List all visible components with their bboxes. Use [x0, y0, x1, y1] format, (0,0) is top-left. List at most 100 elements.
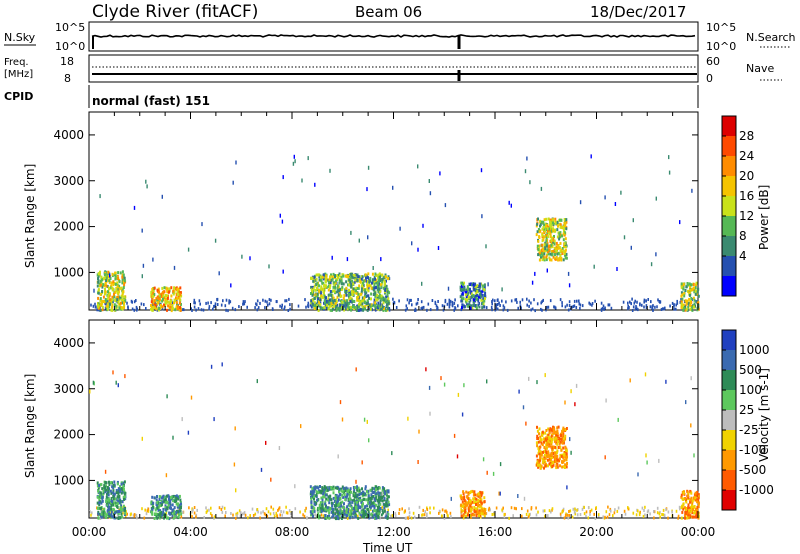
data-cell: [687, 492, 690, 496]
data-cell: [259, 301, 261, 305]
data-cell: [278, 506, 281, 510]
data-cell: [367, 235, 369, 240]
data-cell: [329, 308, 332, 312]
data-cell: [322, 281, 325, 285]
data-cell: [337, 276, 339, 280]
data-cell: [311, 293, 314, 297]
data-cell: [473, 505, 476, 509]
data-cell: [327, 307, 330, 311]
data-cell: [345, 286, 348, 290]
data-cell: [152, 257, 154, 262]
data-cell: [254, 306, 256, 310]
data-cell: [304, 298, 306, 302]
data-cell: [152, 506, 154, 509]
data-cell: [354, 493, 357, 497]
data-cell: [199, 302, 201, 306]
data-cell: [319, 275, 322, 279]
data-cell: [111, 295, 114, 299]
data-cell: [122, 273, 125, 277]
data-cell: [548, 229, 551, 233]
data-cell: [351, 279, 354, 283]
data-cell: [443, 516, 446, 520]
data-cell: [281, 219, 284, 224]
data-cell: [106, 285, 109, 288]
data-cell: [541, 233, 544, 237]
data-cell: [565, 218, 568, 222]
data-cell: [545, 441, 548, 445]
data-cell: [111, 303, 114, 307]
data-cell: [538, 432, 540, 436]
data-cell: [145, 179, 147, 184]
data-cell: [143, 303, 145, 307]
data-cell: [565, 427, 568, 430]
data-cell: [496, 307, 499, 311]
data-cell: [326, 303, 329, 307]
data-cell: [135, 305, 138, 309]
data-cell: [558, 457, 561, 461]
data-cell: [684, 289, 687, 292]
data-cell: [502, 506, 504, 510]
data-cell: [225, 511, 227, 514]
data-cell: [635, 305, 637, 308]
data-cell: [549, 218, 552, 222]
data-cell: [651, 305, 654, 309]
data-cell: [564, 400, 566, 405]
data-cell: [157, 301, 160, 305]
data-cell: [99, 283, 102, 287]
data-cell: [271, 307, 274, 311]
data-cell: [311, 303, 314, 307]
colorbar-tick-label: 4: [739, 249, 747, 263]
data-cell: [549, 227, 552, 231]
data-cell: [111, 286, 114, 290]
data-cell: [478, 511, 481, 515]
data-cell: [224, 304, 227, 308]
data-cell: [109, 500, 112, 504]
data-cell: [623, 235, 626, 240]
data-cell: [318, 301, 321, 305]
data-cell: [113, 295, 116, 299]
data-cell: [319, 501, 322, 505]
data-cell: [122, 481, 125, 485]
data-cell: [482, 284, 485, 288]
data-cell: [540, 438, 543, 442]
data-cell: [322, 495, 325, 499]
data-cell: [361, 504, 364, 508]
data-cell: [479, 496, 482, 500]
data-cell: [480, 506, 483, 510]
data-cell: [108, 507, 110, 511]
data-cell: [545, 239, 548, 243]
data-cell: [515, 298, 518, 302]
data-cell: [320, 491, 323, 495]
data-cell: [395, 306, 398, 309]
data-cell: [683, 292, 686, 296]
data-cell: [363, 515, 366, 519]
data-cell: [108, 305, 111, 309]
data-cell: [173, 286, 176, 290]
data-cell: [590, 508, 593, 512]
data-cell: [470, 509, 473, 513]
data-cell: [361, 302, 364, 306]
data-cell: [174, 299, 177, 303]
data-cell: [523, 496, 526, 501]
colorbar-swatch: [722, 470, 736, 491]
data-cell: [322, 508, 325, 512]
data-cell: [152, 301, 155, 305]
data-cell: [454, 307, 457, 310]
data-cell: [564, 455, 567, 459]
data-cell: [177, 515, 180, 519]
data-cell: [332, 496, 335, 500]
data-cell: [317, 486, 320, 490]
data-cell: [380, 294, 383, 298]
data-cell: [202, 308, 205, 312]
data-cell: [556, 426, 559, 430]
data-cell: [322, 290, 325, 293]
data-cell: [318, 304, 321, 308]
data-cell: [373, 513, 376, 517]
data-cell: [155, 307, 158, 311]
data-cell: [290, 516, 293, 519]
data-cell: [307, 301, 310, 305]
data-cell: [163, 286, 166, 290]
data-cell: [317, 284, 319, 288]
data-cell: [97, 296, 100, 300]
data-cell: [367, 276, 369, 280]
